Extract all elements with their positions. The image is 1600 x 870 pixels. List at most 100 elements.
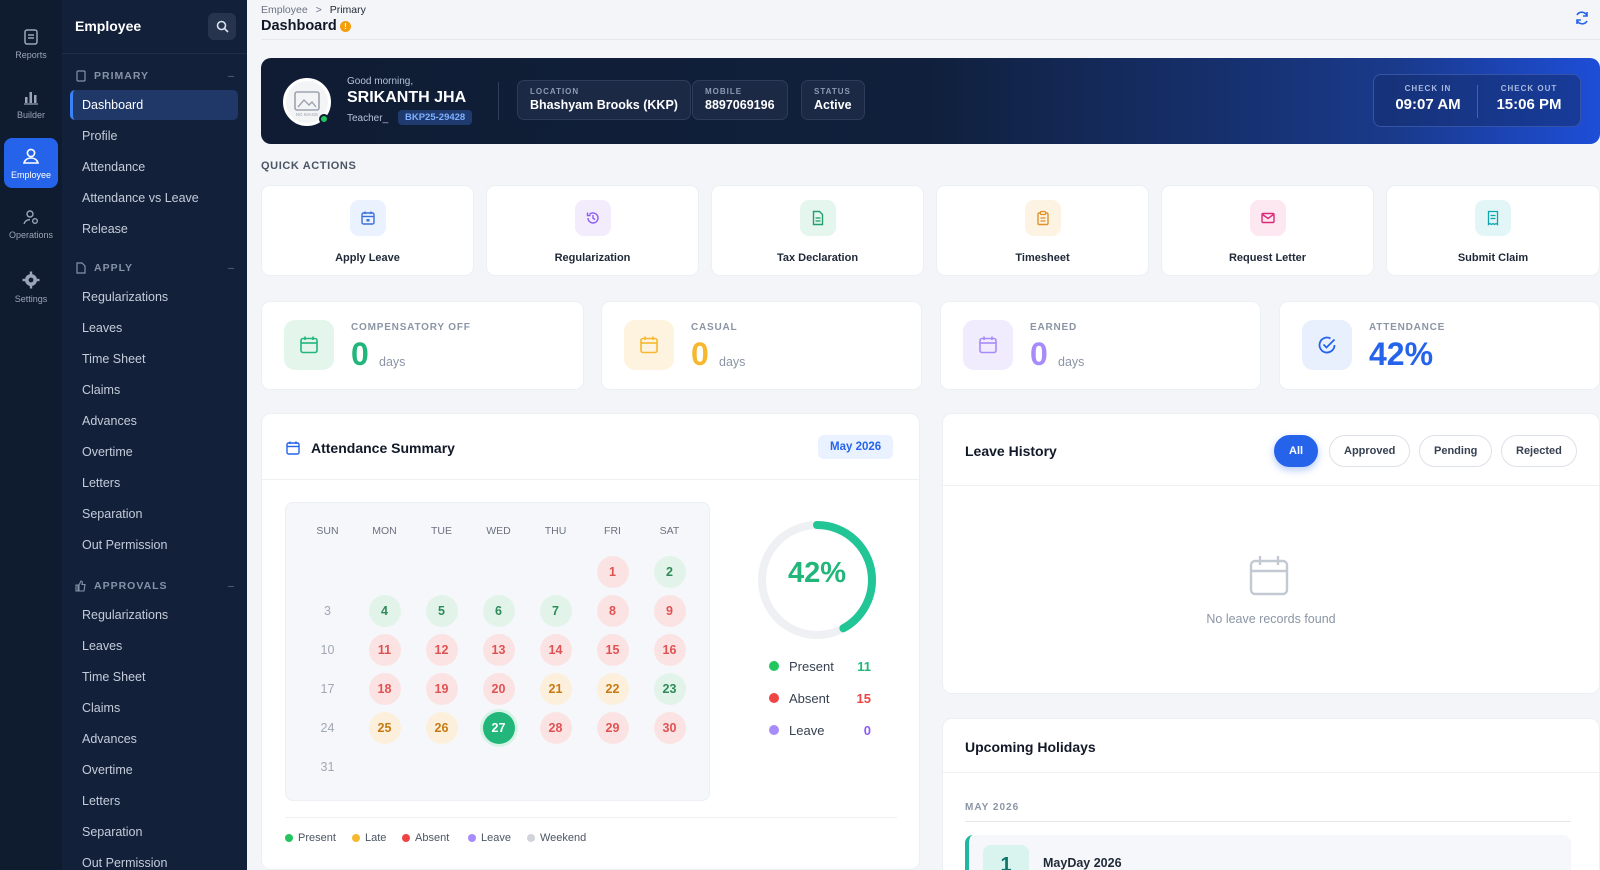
sidebar-item-release[interactable]: Release [82, 222, 128, 236]
calendar-day-weekend[interactable]: 10 [320, 643, 335, 657]
sidebar-item-profile[interactable]: Profile [82, 129, 118, 143]
sidebar-item-approvals-leaves[interactable]: Leaves [82, 639, 123, 653]
holiday-item[interactable]: 1 MayDay 2026 [965, 835, 1571, 870]
calendar-day-absent[interactable]: 12 [425, 634, 458, 666]
calendar-day-absent[interactable]: 28 [539, 712, 572, 744]
sidebar-item-apply-claims[interactable]: Claims [82, 383, 121, 397]
section-approvals[interactable]: APPROVALS – [75, 578, 235, 594]
sidebar-item-apply-time-sheet[interactable]: Time Sheet [82, 352, 146, 366]
calendar-day-absent[interactable]: 30 [653, 712, 686, 744]
collapse-icon[interactable]: – [228, 70, 235, 82]
calendar-icon [284, 320, 334, 370]
calendar-day-absent[interactable]: 18 [368, 673, 401, 705]
quick-action-apply-leave[interactable]: Apply Leave [261, 185, 474, 276]
balance-earned[interactable]: EARNED 0 days [940, 301, 1261, 390]
sidebar-header: Employee [62, 0, 247, 54]
sidebar-search-button[interactable] [208, 13, 236, 40]
weekday-header: WED [486, 525, 511, 537]
calendar-day-weekend[interactable]: 3 [324, 604, 331, 618]
calendar-day-late[interactable]: 21 [539, 673, 572, 705]
sidebar-item-approvals-letters[interactable]: Letters [82, 794, 121, 808]
sidebar-item-attendance-vs-leave[interactable]: Attendance vs Leave [82, 191, 199, 205]
sidebar-item-approvals-advances[interactable]: Advances [82, 732, 137, 746]
calendar-day-late[interactable]: 22 [596, 673, 629, 705]
sidebar-item-apply-overtime[interactable]: Overtime [82, 445, 133, 459]
absent-dot [769, 693, 779, 703]
calendar-day-present[interactable]: 5 [425, 595, 458, 627]
sidebar-item-approvals-overtime[interactable]: Overtime [82, 763, 133, 777]
collapse-icon[interactable]: – [228, 580, 235, 592]
calendar-day-weekend[interactable]: 24 [320, 721, 335, 735]
calendar-day-absent[interactable]: 19 [425, 673, 458, 705]
rail-builder[interactable]: Builder [4, 80, 58, 130]
calendar-day-late[interactable]: 26 [425, 712, 458, 744]
sidebar-item-apply-regularizations[interactable]: Regularizations [82, 290, 169, 304]
calendar-day-present[interactable]: 4 [368, 595, 401, 627]
balance-attendance[interactable]: ATTENDANCE 42% [1279, 301, 1600, 390]
present-dot [769, 661, 779, 671]
calendar-day-present[interactable]: 23 [653, 673, 686, 705]
rail-settings[interactable]: Settings [4, 262, 58, 312]
month-selector[interactable]: May 2026 [818, 435, 894, 459]
sidebar-item-dashboard[interactable]: Dashboard [70, 90, 238, 120]
sidebar-item-approvals-out-permission[interactable]: Out Permission [82, 856, 168, 870]
quick-action-request-letter[interactable]: Request Letter [1161, 185, 1374, 276]
calendar-day-present[interactable]: 2 [653, 556, 686, 588]
section-label: APPLY [94, 262, 134, 274]
calendar-day-absent[interactable]: 14 [539, 634, 572, 666]
quick-action-label: Timesheet [1015, 252, 1070, 264]
filter-approved[interactable]: Approved [1329, 435, 1411, 467]
calendar-day-absent[interactable]: 1 [596, 556, 629, 588]
rail-operations[interactable]: Operations [4, 200, 58, 250]
calendar-day-present[interactable]: 7 [539, 595, 572, 627]
balance-casual[interactable]: CASUAL 0 days [601, 301, 922, 390]
calendar-day-late[interactable]: 25 [368, 712, 401, 744]
balance-compensatory-off[interactable]: COMPENSATORY OFF 0 days [261, 301, 584, 390]
sidebar-item-apply-letters[interactable]: Letters [82, 476, 121, 490]
info-icon[interactable]: ! [340, 21, 351, 32]
calendar-day-weekend[interactable]: 17 [320, 682, 335, 696]
calendar-day-weekend[interactable]: 31 [320, 760, 335, 774]
calendar-day-absent[interactable]: 20 [482, 673, 515, 705]
sidebar-item-apply-advances[interactable]: Advances [82, 414, 137, 428]
sidebar-item-approvals-separation[interactable]: Separation [82, 825, 143, 839]
calendar-day-absent[interactable]: 29 [596, 712, 629, 744]
sidebar-item-approvals-time-sheet[interactable]: Time Sheet [82, 670, 146, 684]
filter-pending[interactable]: Pending [1419, 435, 1493, 467]
online-status-dot [319, 114, 329, 124]
legend-label: Weekend [540, 832, 587, 844]
filter-rejected[interactable]: Rejected [1501, 435, 1577, 467]
collapse-icon[interactable]: – [228, 262, 235, 274]
sidebar-item-apply-out-permission[interactable]: Out Permission [82, 538, 168, 552]
calendar-day-absent[interactable]: 16 [653, 634, 686, 666]
absent-count-row: Absent 15 [769, 689, 871, 707]
calendar-day-present[interactable]: 6 [482, 595, 515, 627]
sidebar-item-attendance[interactable]: Attendance [82, 160, 146, 174]
calendar-day-absent[interactable]: 9 [653, 595, 686, 627]
calendar-day-absent[interactable]: 11 [368, 634, 401, 666]
refresh-button[interactable] [1574, 10, 1590, 29]
calendar-day-today[interactable]: 27 [482, 712, 515, 744]
balance-value: 0 [691, 336, 709, 372]
quick-action-timesheet[interactable]: Timesheet [936, 185, 1149, 276]
sidebar-item-apply-leaves[interactable]: Leaves [82, 321, 123, 335]
balance-value: 0 [1030, 336, 1048, 372]
calendar-day-absent[interactable]: 15 [596, 634, 629, 666]
quick-action-tax-declaration[interactable]: Tax Declaration [711, 185, 924, 276]
quick-action-submit-claim[interactable]: Submit Claim [1386, 185, 1600, 276]
sidebar-item-approvals-regularizations[interactable]: Regularizations [82, 608, 169, 622]
sidebar-item-approvals-claims[interactable]: Claims [82, 701, 121, 715]
rail-reports[interactable]: Reports [4, 20, 58, 70]
mobile-label: MOBILE [705, 87, 743, 96]
breadcrumb-root[interactable]: Employee [261, 4, 308, 16]
calendar-day-absent[interactable]: 8 [596, 595, 629, 627]
sidebar-item-apply-separation[interactable]: Separation [82, 507, 143, 521]
quick-action-regularization[interactable]: Regularization [486, 185, 699, 276]
section-primary[interactable]: PRIMARY – [75, 68, 235, 84]
calendar-icon [350, 200, 386, 236]
section-apply[interactable]: APPLY – [75, 260, 235, 276]
avatar[interactable]: NO IMAGE [283, 78, 331, 126]
rail-employee[interactable]: Employee [4, 138, 58, 188]
filter-all[interactable]: All [1274, 435, 1319, 467]
calendar-day-absent[interactable]: 13 [482, 634, 515, 666]
